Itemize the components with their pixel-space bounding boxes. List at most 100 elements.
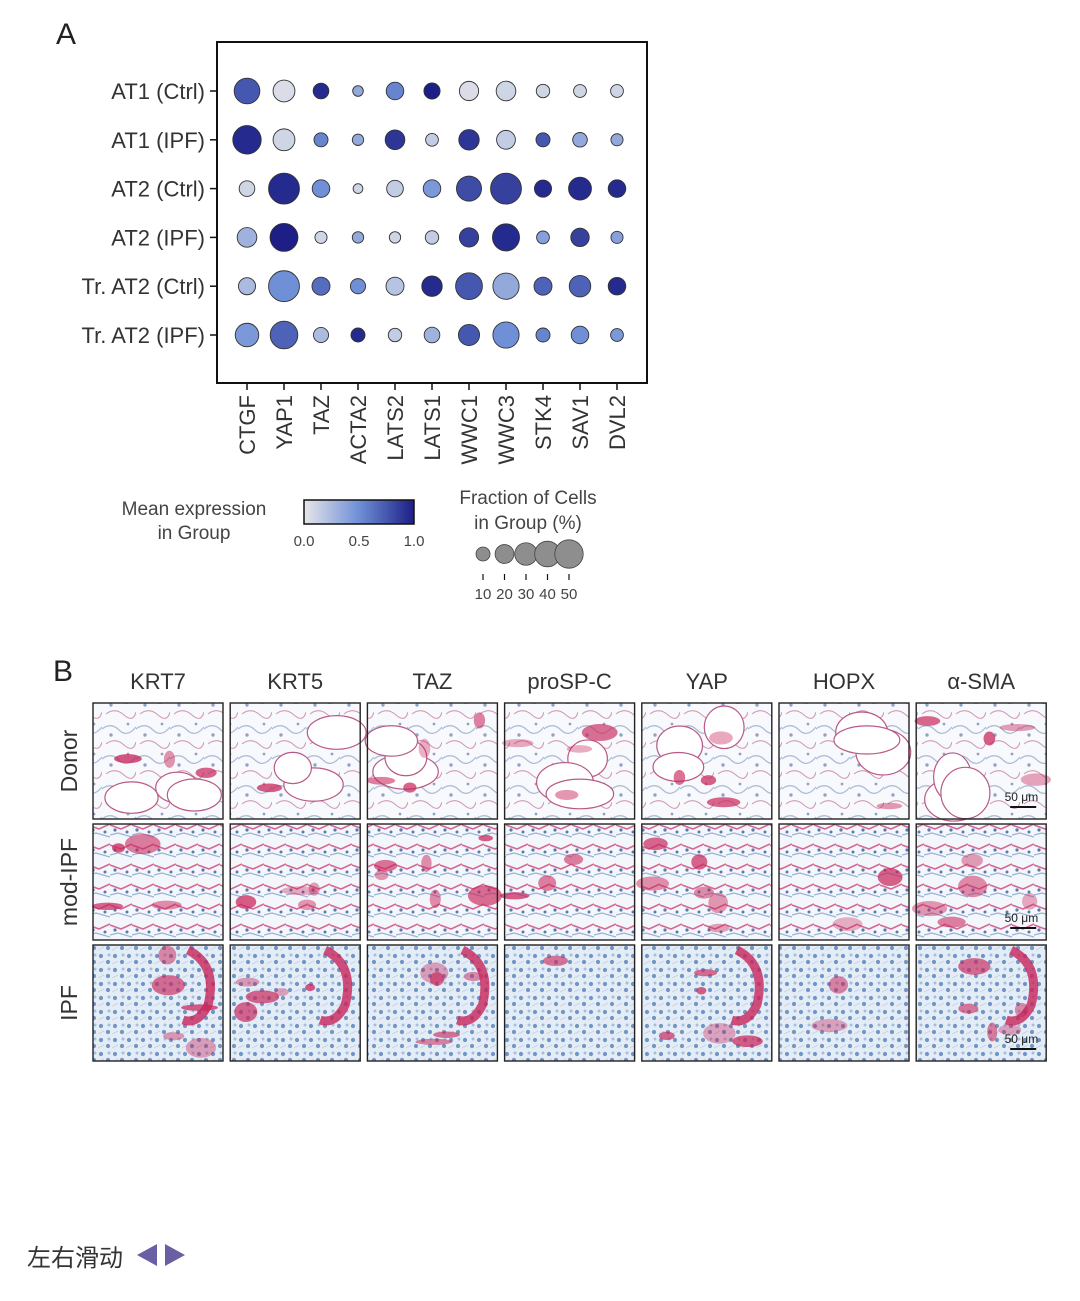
stain-blob <box>732 1035 763 1048</box>
size-legend-dot-30 <box>514 542 538 566</box>
dot-at1-ctrl-yap1 <box>272 79 296 103</box>
dot-at2-ipf-stk4 <box>536 230 550 245</box>
tile-texture <box>779 945 909 1061</box>
dot-tr-at2-ipf-taz <box>312 326 330 344</box>
stain-blob <box>693 886 715 899</box>
dot-at1-ctrl-stk4 <box>535 83 551 99</box>
dot-at1-ipf-wwc3 <box>496 129 516 150</box>
tile-frame <box>641 702 773 820</box>
tile-ipf-krt7 <box>92 944 224 1062</box>
stain-duct <box>455 945 490 1026</box>
stain-blob <box>235 977 260 987</box>
dot-at2-ipf-wwc3 <box>492 223 520 252</box>
alveolus-shape <box>364 725 419 757</box>
condition-labels: Donor mod-IPF IPF <box>56 729 82 1021</box>
dot-tr-at2-ipf-sav1 <box>570 325 590 345</box>
dot-tr-at2-ipf-wwc3 <box>492 321 520 349</box>
stain-blob <box>708 892 728 914</box>
marker-label-taz: TAZ <box>412 669 452 694</box>
dot-at1-ipf-wwc1 <box>458 129 480 151</box>
dot-at1-ctrl-sav1 <box>573 84 587 98</box>
tile-donor-hopx <box>778 702 912 820</box>
dot-at2-ctrl-sav1 <box>568 176 592 201</box>
stain-blob <box>245 990 280 1004</box>
dot-at1-ipf-lats2 <box>384 129 406 151</box>
stain-blob <box>832 917 863 932</box>
dot-tr-at2-ctrl-taz <box>311 276 331 296</box>
swipe-hint: 左右滑动 <box>27 1243 123 1272</box>
tile-frame <box>229 823 361 941</box>
stain-blob <box>911 901 948 917</box>
color-legend-title-line2: in Group <box>158 523 231 544</box>
tile-ipf-α-sma: 50 μm <box>915 944 1047 1062</box>
stain-blob <box>151 975 185 996</box>
size-legend-label: 20 <box>496 586 513 603</box>
stain-blob <box>958 1003 979 1014</box>
dot-at1-ctrl-acta2 <box>352 85 364 97</box>
dot-at2-ctrl-wwc1 <box>456 175 482 202</box>
alveolus-shape <box>545 778 615 810</box>
dot-tr-at2-ctrl-dvl2 <box>607 276 627 296</box>
stain-blob <box>563 853 584 866</box>
tile-texture <box>230 824 361 940</box>
histology-grid: 50 μm 50 μm 50 μm <box>92 702 1052 1062</box>
tile-frame <box>366 823 499 941</box>
gene-label-stk4: STK4 <box>531 395 556 450</box>
stain-blob <box>555 789 579 800</box>
stain-blob <box>374 870 389 881</box>
stain-blob <box>937 916 966 928</box>
stain-blob <box>111 843 126 853</box>
tile-texture <box>367 824 498 940</box>
size-legend-label: 30 <box>518 586 535 603</box>
row-label-at2-ipf: AT2 (IPF) <box>111 225 205 250</box>
stain-blob <box>433 1031 460 1038</box>
stain-blob <box>499 892 530 900</box>
tile-ipf-yap <box>641 944 773 1062</box>
stain-blob <box>877 868 903 886</box>
gene-label-lats2: LATS2 <box>383 395 408 461</box>
marker-label-krt5: KRT5 <box>267 669 323 694</box>
stain-blob <box>958 875 988 898</box>
stain-blob <box>707 923 730 933</box>
dot-tr-at2-ctrl-sav1 <box>568 275 592 298</box>
dot-tr-at2-ctrl-lats1 <box>421 275 443 297</box>
dot-tr-at2-ctrl-ctgf <box>237 277 256 296</box>
tile-frame <box>641 944 773 1062</box>
tile-donor-α-sma: 50 μm <box>914 702 1052 822</box>
dot-at2-ipf-lats1 <box>424 230 440 245</box>
size-legend-label: 50 <box>561 586 578 603</box>
size-legend-dot-50 <box>554 539 584 569</box>
tile-frame <box>778 702 910 820</box>
arrow-left-icon[interactable] <box>137 1244 157 1266</box>
dot-at1-ipf-sav1 <box>572 132 588 148</box>
gene-label-sav1: SAV1 <box>568 395 593 450</box>
gene-label-wwc3: WWC3 <box>494 395 519 465</box>
stain-blob <box>673 769 686 785</box>
stain-blob <box>1020 773 1052 786</box>
stain-blob <box>958 958 991 975</box>
size-legend-label: 10 <box>475 586 492 603</box>
arrow-right-icon[interactable] <box>165 1244 185 1266</box>
colorbar-tick-label: 0.0 <box>294 533 315 550</box>
alveolus-shape <box>166 778 222 812</box>
dot-tr-at2-ctrl-wwc3 <box>492 272 520 300</box>
stain-blob <box>703 1022 736 1044</box>
stain-blob <box>163 1032 185 1041</box>
stain-blob <box>281 886 318 896</box>
stain-blob <box>297 899 317 911</box>
gene-labels: CTGF YAP1 TAZ ACTA2 LATS2 LATS1 WWC1 WWC3 STK4 SA… <box>235 395 630 465</box>
dot-at1-ipf-ctgf <box>232 125 262 155</box>
tile-mod-ipf-hopx <box>778 823 910 941</box>
dot-at1-ipf-yap1 <box>272 128 296 152</box>
dot-at1-ipf-taz <box>313 132 329 148</box>
tile-mod-ipf-krt7 <box>92 823 224 941</box>
stain-blob <box>305 983 316 992</box>
tile-frame <box>366 944 499 1062</box>
tile-mod-ipf-prosp-c <box>499 823 636 941</box>
dot-tr-at2-ipf-dvl2 <box>610 328 624 342</box>
dot-tr-at2-ctrl-wwc1 <box>455 272 483 301</box>
marker-label-hopx: HOPX <box>813 669 876 694</box>
row-label-at2-ctrl: AT2 (Ctrl) <box>111 177 205 202</box>
stain-blob <box>158 945 177 965</box>
stain-blob <box>983 731 996 746</box>
